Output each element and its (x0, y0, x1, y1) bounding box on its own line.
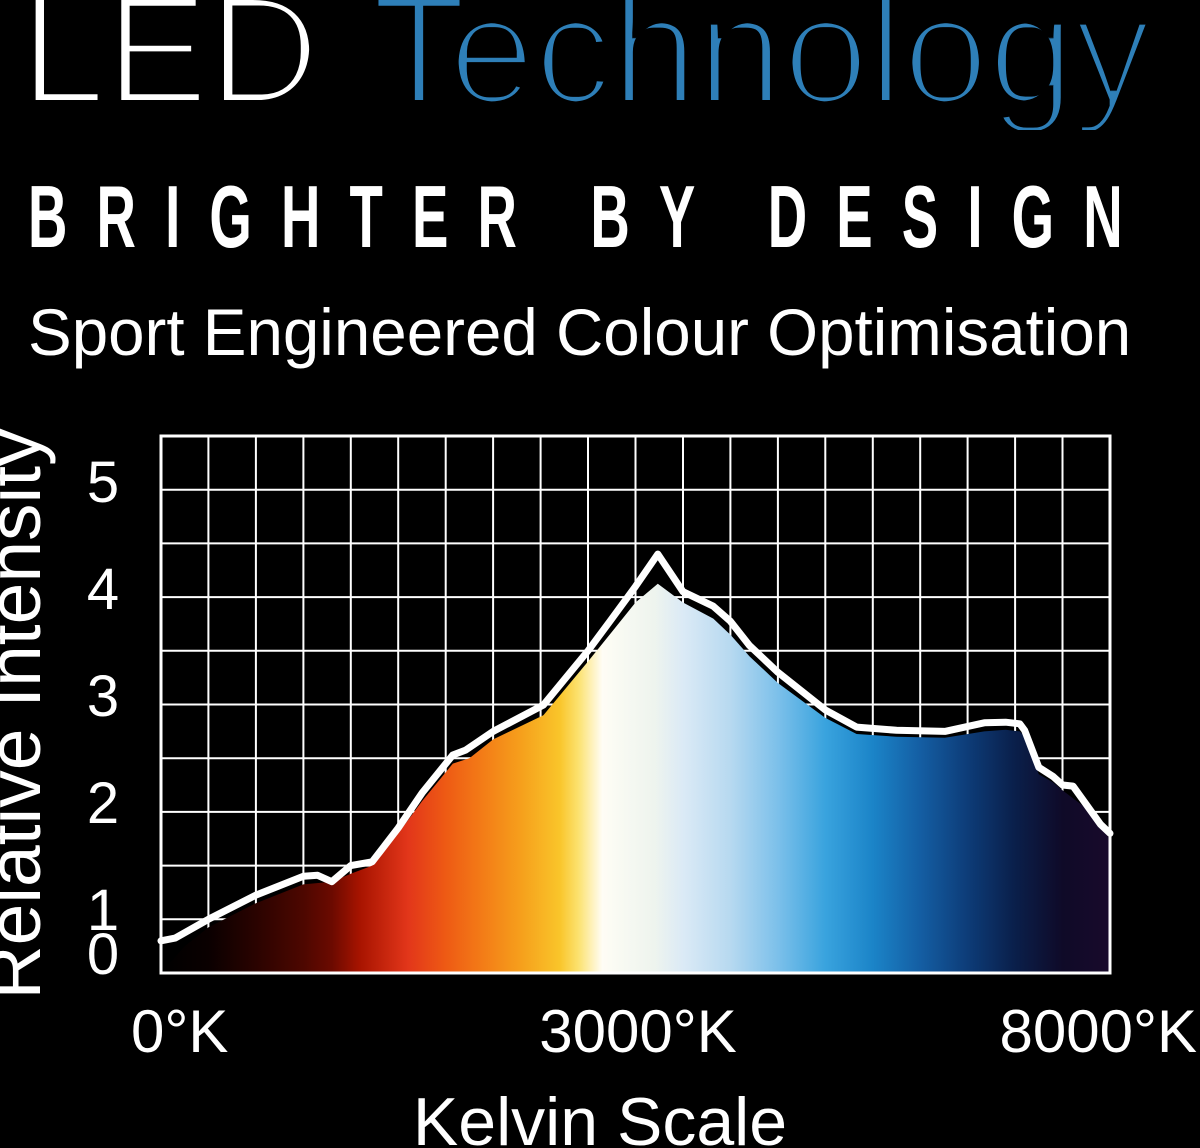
svg-text:8000°K: 8000°K (1000, 998, 1198, 1065)
svg-text:3000°K: 3000°K (539, 998, 737, 1065)
svg-text:2: 2 (87, 771, 119, 836)
svg-text:3: 3 (87, 664, 119, 729)
svg-text:0: 0 (87, 922, 119, 987)
svg-text:4: 4 (87, 557, 119, 622)
svg-text:Relative Intensity: Relative Intensity (0, 428, 56, 1000)
svg-text:5: 5 (87, 450, 119, 515)
svg-text:0°K: 0°K (131, 998, 228, 1065)
svg-text:Kelvin Scale: Kelvin Scale (413, 1084, 787, 1148)
